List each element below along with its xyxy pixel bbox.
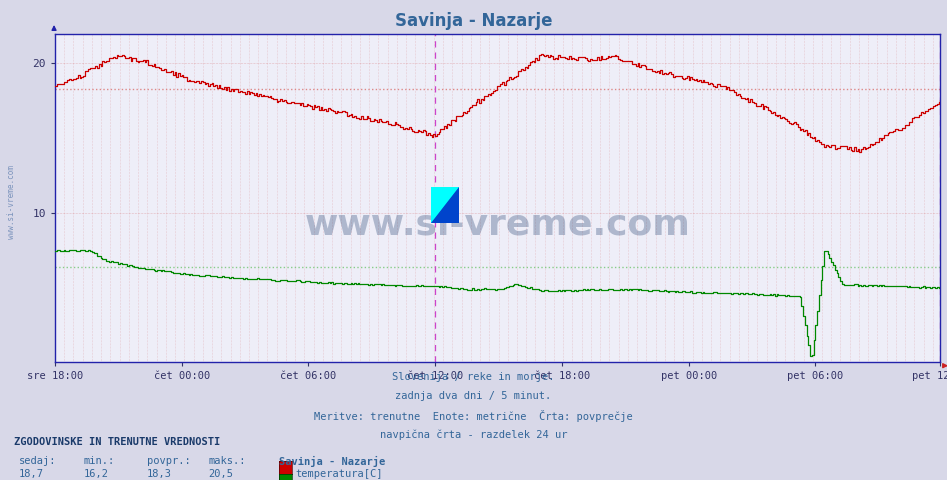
Text: temperatura[C]: temperatura[C] <box>295 469 383 480</box>
Text: sedaj:: sedaj: <box>19 456 57 466</box>
Text: navpična črta - razdelek 24 ur: navpična črta - razdelek 24 ur <box>380 430 567 440</box>
Text: 20,5: 20,5 <box>208 469 233 480</box>
Text: povpr.:: povpr.: <box>147 456 190 466</box>
Text: Savinja - Nazarje: Savinja - Nazarje <box>279 456 385 467</box>
Text: zadnja dva dni / 5 minut.: zadnja dva dni / 5 minut. <box>396 391 551 401</box>
Text: min.:: min.: <box>83 456 115 466</box>
Text: 16,2: 16,2 <box>83 469 108 480</box>
Text: www.si-vreme.com: www.si-vreme.com <box>7 165 16 239</box>
Text: Meritve: trenutne  Enote: metrične  Črta: povprečje: Meritve: trenutne Enote: metrične Črta: … <box>314 410 633 422</box>
Text: 18,3: 18,3 <box>147 469 171 480</box>
Polygon shape <box>431 187 459 223</box>
Text: 18,7: 18,7 <box>19 469 44 480</box>
Text: Slovenija / reke in morje.: Slovenija / reke in morje. <box>392 372 555 382</box>
Polygon shape <box>431 187 459 223</box>
Text: ZGODOVINSKE IN TRENUTNE VREDNOSTI: ZGODOVINSKE IN TRENUTNE VREDNOSTI <box>14 437 221 447</box>
Text: maks.:: maks.: <box>208 456 246 466</box>
Text: www.si-vreme.com: www.si-vreme.com <box>305 207 690 241</box>
Text: Savinja - Nazarje: Savinja - Nazarje <box>395 12 552 30</box>
